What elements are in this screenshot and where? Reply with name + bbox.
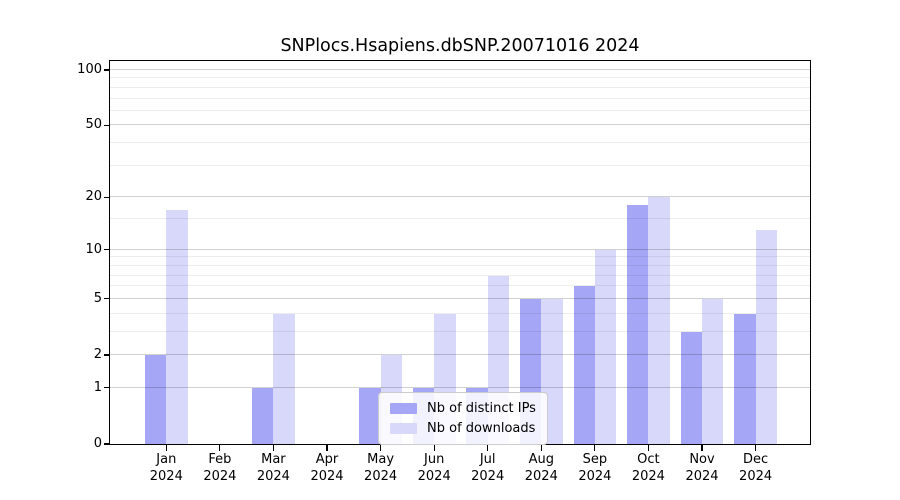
y-axis-label: 5 [93,290,102,306]
x-axis-tick [219,445,221,451]
x-axis-tick [326,445,328,451]
x-axis-label: May 2024 [364,452,398,484]
y-axis-label: 100 [77,62,102,77]
x-axis-tick [540,445,542,451]
legend: Nb of distinct IPs Nb of downloads [378,392,548,445]
x-axis-label: Oct 2024 [631,452,665,484]
x-axis-tick [594,445,596,451]
x-axis-tick [487,445,489,451]
y-axis-tick [104,354,109,356]
bar-downloads [273,313,295,444]
bar-distinct-ips [359,387,381,444]
x-axis-tick [755,445,757,451]
y-axis-label: 2 [93,347,102,362]
legend-label-downloads: Nb of downloads [427,421,536,436]
legend-label-distinct-ips: Nb of distinct IPs [427,401,536,416]
x-axis-tick [433,445,435,451]
bars-layer [110,61,810,444]
bar-downloads [755,230,777,444]
x-axis-label: Feb 2024 [203,452,237,484]
y-axis-tick [104,196,109,198]
y-axis-tick [104,124,109,126]
plot-area: Nb of distinct IPs Nb of downloads [104,60,811,451]
x-axis-tick [380,445,382,451]
bar-downloads [648,197,670,444]
x-axis-label: Nov 2024 [685,452,719,484]
bar-distinct-ips [734,313,756,444]
legend-swatch-distinct-ips-icon [390,403,417,414]
bar-downloads [166,209,188,444]
y-axis-label: 10 [85,241,102,257]
y-axis-label: 0 [93,436,102,451]
legend-item-distinct-ips: Nb of distinct IPs [390,400,536,417]
x-axis-label: Jun 2024 [417,452,451,484]
bar-distinct-ips [252,387,274,444]
x-axis-label: Jul 2024 [471,452,505,484]
y-axis-tick [104,249,109,251]
x-axis-tick [701,445,703,451]
x-axis-label: Apr 2024 [310,452,344,484]
chart-title: SNPlocs.Hsapiens.dbSNP.20071016 2024 [280,36,640,56]
x-axis-tick [165,445,167,451]
x-axis-label: Mar 2024 [256,452,290,484]
bar-distinct-ips [573,286,595,444]
x-axis-tick [272,445,274,451]
y-axis-label: 50 [85,117,102,133]
y-axis-tick [104,298,109,300]
legend-swatch-downloads-icon [390,423,417,434]
bar-distinct-ips [144,355,167,444]
bar-downloads [594,249,617,444]
bar-distinct-ips [627,205,649,444]
x-axis-label: Dec 2024 [739,452,773,484]
x-axis-tick [647,445,649,451]
bar-downloads [702,298,724,444]
x-axis-label: Aug 2024 [524,452,558,484]
x-axis-label: Sep 2024 [578,452,612,484]
bar-distinct-ips [680,331,702,444]
y-axis-tick [104,69,109,71]
y-axis-label: 20 [85,189,102,205]
x-axis-label: Jan 2024 [149,452,183,484]
legend-item-downloads: Nb of downloads [390,420,536,437]
y-axis-tick [104,443,109,445]
y-axis-label: 1 [93,379,102,395]
y-axis-tick [104,387,109,389]
